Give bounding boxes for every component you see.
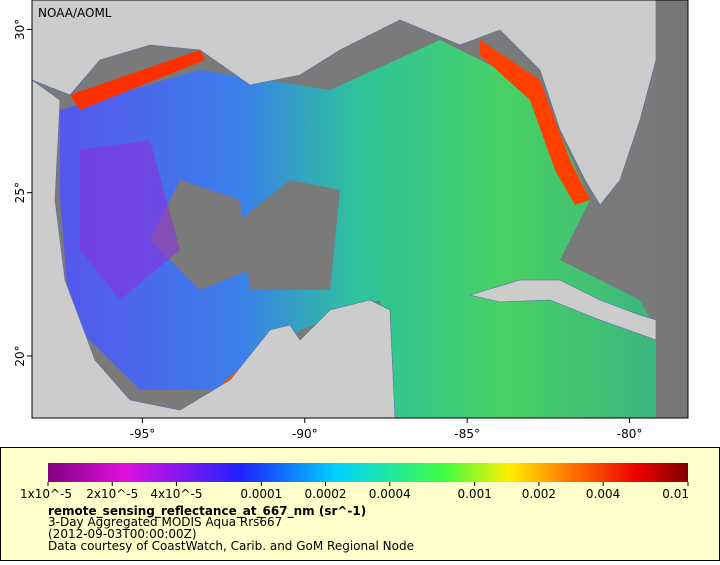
colorbar-tick-label: 0.002	[522, 487, 556, 501]
y-tick-label: 20°	[13, 345, 27, 366]
legend-line: Data courtesy of CoastWatch, Carib. and …	[48, 539, 414, 553]
land-mexico	[32, 79, 396, 418]
x-tick-label: -90°	[292, 427, 318, 441]
high-values-coast	[480, 40, 590, 205]
no-data-west	[150, 180, 250, 290]
colorbar-tick-label: 0.001	[457, 487, 491, 501]
colorbar-tick-label: 0.01	[662, 487, 689, 501]
x-tick-label: -80°	[617, 427, 643, 441]
y-tick-label: 25°	[13, 182, 27, 203]
high-values-coast	[70, 50, 205, 110]
map-frame	[31, 0, 689, 419]
no-data-east	[656, 0, 688, 418]
x-tick-label: -95°	[130, 427, 156, 441]
map-title: NOAA/AOML	[38, 6, 112, 20]
land-north-america	[32, 0, 657, 206]
low-values	[80, 140, 180, 300]
variable-name: remote_sensing_reflectance_at_667_nm (sr…	[48, 504, 366, 519]
colorbar-tick-label: 1x10^-5	[20, 487, 72, 501]
y-tick-label: 30°	[13, 19, 27, 40]
colorbar-tick-label: 0.0004	[369, 487, 411, 501]
colorbar-tick-label: 0.0002	[305, 487, 347, 501]
colorbar	[48, 463, 688, 482]
x-tick-label: -85°	[454, 427, 480, 441]
legend-line: (2012-09-03T00:00:00Z)	[48, 527, 197, 541]
legend-line: 3-Day Aggregated MODIS Aqua Rrs667	[48, 515, 282, 529]
colorbar-tick-label: 0.004	[586, 487, 620, 501]
colorbar-tick-label: 4x10^-5	[150, 487, 202, 501]
map: NOAA/AOML	[32, 0, 688, 418]
colorbar-tick-label: 0.0001	[240, 487, 282, 501]
colorbar-tick-label: 2x10^-5	[86, 487, 138, 501]
reflectance-field	[60, 40, 656, 418]
no-data-center	[240, 180, 340, 290]
